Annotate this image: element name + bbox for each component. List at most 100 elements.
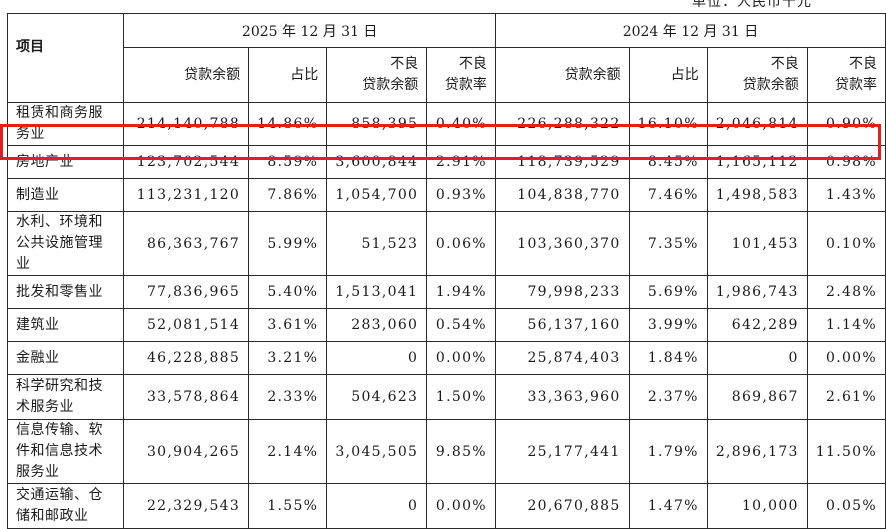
row-label: 金融业 — [6, 341, 125, 375]
table-cell: 1.94% — [426, 275, 496, 309]
table-cell: 2.14% — [248, 419, 328, 484]
table-cell: 0.40% — [426, 102, 496, 146]
table-cell: 10,000 — [706, 483, 808, 529]
table-cell: 5.40% — [248, 275, 328, 309]
table-cell: 7.46% — [628, 178, 708, 212]
table-cell: 2.37% — [628, 374, 708, 420]
header-row-periods: 项目 2025 年 12 月 31 日 2024 年 12 月 31 日 — [6, 13, 886, 103]
table-cell: 2,896,173 — [706, 419, 808, 484]
table-cell: 3.61% — [248, 308, 328, 342]
table-cell: 0.00% — [426, 341, 496, 375]
table-cell: 14.86% — [248, 102, 328, 146]
table-cell: 2.91% — [426, 145, 496, 179]
table-cell: 0.90% — [806, 102, 886, 146]
table-cell: 113,231,120 — [123, 178, 250, 212]
table-cell: 33,363,960 — [494, 374, 630, 420]
table-cell: 16.10% — [628, 102, 708, 146]
table-cell: 1.43% — [806, 178, 886, 212]
unit-note: 单位：人民币千元 — [692, 0, 812, 10]
share-header: 占比 — [628, 47, 708, 103]
table-cell: 0.05% — [806, 483, 886, 529]
table-cell: 46,228,885 — [123, 341, 250, 375]
table-row: 信息传输、软件和信息技术服务业 30,904,265 2.14% 3,045,505 9… — [6, 419, 886, 484]
table-cell: 5.69% — [628, 275, 708, 309]
npl-balance-header: 不良 贷款余额 — [326, 47, 428, 103]
table-cell: 86,363,767 — [123, 211, 250, 276]
table-cell: 858,395 — [326, 102, 428, 146]
table-cell: 2,046,814 — [706, 102, 808, 146]
table-cell: 8.59% — [248, 145, 328, 179]
table-cell: 7.86% — [248, 178, 328, 212]
table-body: 租赁和商务服务业 214,140,788 14.86% 858,395 0.40% 226… — [6, 102, 886, 529]
table-cell: 0 — [706, 341, 808, 375]
row-label: 信息传输、软件和信息技术服务业 — [6, 419, 125, 484]
table-cell: 3,600,844 — [326, 145, 428, 179]
period-2025-header: 2025 年 12 月 31 日 — [123, 13, 496, 48]
row-label: 制造业 — [6, 178, 125, 212]
table-cell: 9.85% — [426, 419, 496, 484]
table-row: 建筑业 52,081,514 3.61% 283,060 0.54% 56,137,160… — [6, 308, 886, 342]
table-cell: 79,998,233 — [494, 275, 630, 309]
table-cell: 0.98% — [806, 145, 886, 179]
table-row: 交通运输、仓储和邮政业 22,329,543 1.55% 0 0.00% 20,670,8… — [6, 483, 886, 529]
table-cell: 2.48% — [806, 275, 886, 309]
table-cell: 1.79% — [628, 419, 708, 484]
table-cell: 30,904,265 — [123, 419, 250, 484]
table-cell: 101,453 — [706, 211, 808, 276]
period-2024-header: 2024 年 12 月 31 日 — [494, 13, 886, 48]
table-cell: 0.06% — [426, 211, 496, 276]
table-cell: 1.50% — [426, 374, 496, 420]
row-label: 水利、环境和公共设施管理业 — [6, 211, 125, 276]
table-cell: 0.54% — [426, 308, 496, 342]
row-label: 批发和零售业 — [6, 275, 125, 309]
table-cell: 1.14% — [806, 308, 886, 342]
table-cell: 1,986,743 — [706, 275, 808, 309]
table-cell: 283,060 — [326, 308, 428, 342]
table-cell: 5.99% — [248, 211, 328, 276]
table-row: 批发和零售业 77,836,965 5.40% 1,513,041 1.94% 79,99… — [6, 275, 886, 309]
table-cell: 869,867 — [706, 374, 808, 420]
table-cell: 8.45% — [628, 145, 708, 179]
table-cell: 2.33% — [248, 374, 328, 420]
table-cell: 11.50% — [806, 419, 886, 484]
table-cell: 1,165,112 — [706, 145, 808, 179]
table-row: 房地产业 123,702,544 8.59% 3,600,844 2.91% 118,73… — [6, 145, 886, 179]
row-label: 科学研究和技术服务业 — [6, 374, 125, 420]
npl-ratio-header: 不良 贷款率 — [426, 47, 496, 103]
table-cell: 104,838,770 — [494, 178, 630, 212]
table-cell: 1.55% — [248, 483, 328, 529]
table-cell: 0.10% — [806, 211, 886, 276]
table-cell: 77,836,965 — [123, 275, 250, 309]
table-cell: 214,140,788 — [123, 102, 250, 146]
table-row: 金融业 46,228,885 3.21% 0 0.00% 25,874,403 1.84% 0… — [6, 341, 886, 375]
table-cell: 33,578,864 — [123, 374, 250, 420]
table-cell: 0 — [326, 483, 428, 529]
table-cell: 642,289 — [706, 308, 808, 342]
npl-ratio-header: 不良 贷款率 — [806, 47, 886, 103]
table-cell: 3.99% — [628, 308, 708, 342]
table-row: 水利、环境和公共设施管理业 86,363,767 5.99% 51,523 0.06% 1… — [6, 211, 886, 276]
table-cell: 0.00% — [806, 341, 886, 375]
table-cell: 51,523 — [326, 211, 428, 276]
table-cell: 226,288,322 — [494, 102, 630, 146]
table-cell: 20,670,885 — [494, 483, 630, 529]
table-cell: 56,137,160 — [494, 308, 630, 342]
table-cell: 52,081,514 — [123, 308, 250, 342]
table-row: 科学研究和技术服务业 33,578,864 2.33% 504,623 1.50% 33,… — [6, 374, 886, 420]
table-cell: 25,177,441 — [494, 419, 630, 484]
table-row: 租赁和商务服务业 214,140,788 14.86% 858,395 0.40% 226… — [6, 102, 886, 146]
table-cell: 504,623 — [326, 374, 428, 420]
header-row-columns: 贷款余额 占比 不良 贷款余额 不良 贷款率 贷款余额 占比 不良 贷款余额 不良 贷款… — [8, 47, 886, 103]
table-cell: 1.84% — [628, 341, 708, 375]
table-cell: 0 — [326, 341, 428, 375]
table-cell: 118,739,529 — [494, 145, 630, 179]
table-cell: 1.47% — [628, 483, 708, 529]
table-cell: 3,045,505 — [326, 419, 428, 484]
row-label: 交通运输、仓储和邮政业 — [6, 483, 125, 529]
loan-balance-header: 贷款余额 — [494, 47, 630, 103]
row-label: 租赁和商务服务业 — [6, 102, 125, 146]
row-label: 房地产业 — [6, 145, 125, 179]
table-cell: 123,702,544 — [123, 145, 250, 179]
table-cell: 1,498,583 — [706, 178, 808, 212]
table-cell: 7.35% — [628, 211, 708, 276]
